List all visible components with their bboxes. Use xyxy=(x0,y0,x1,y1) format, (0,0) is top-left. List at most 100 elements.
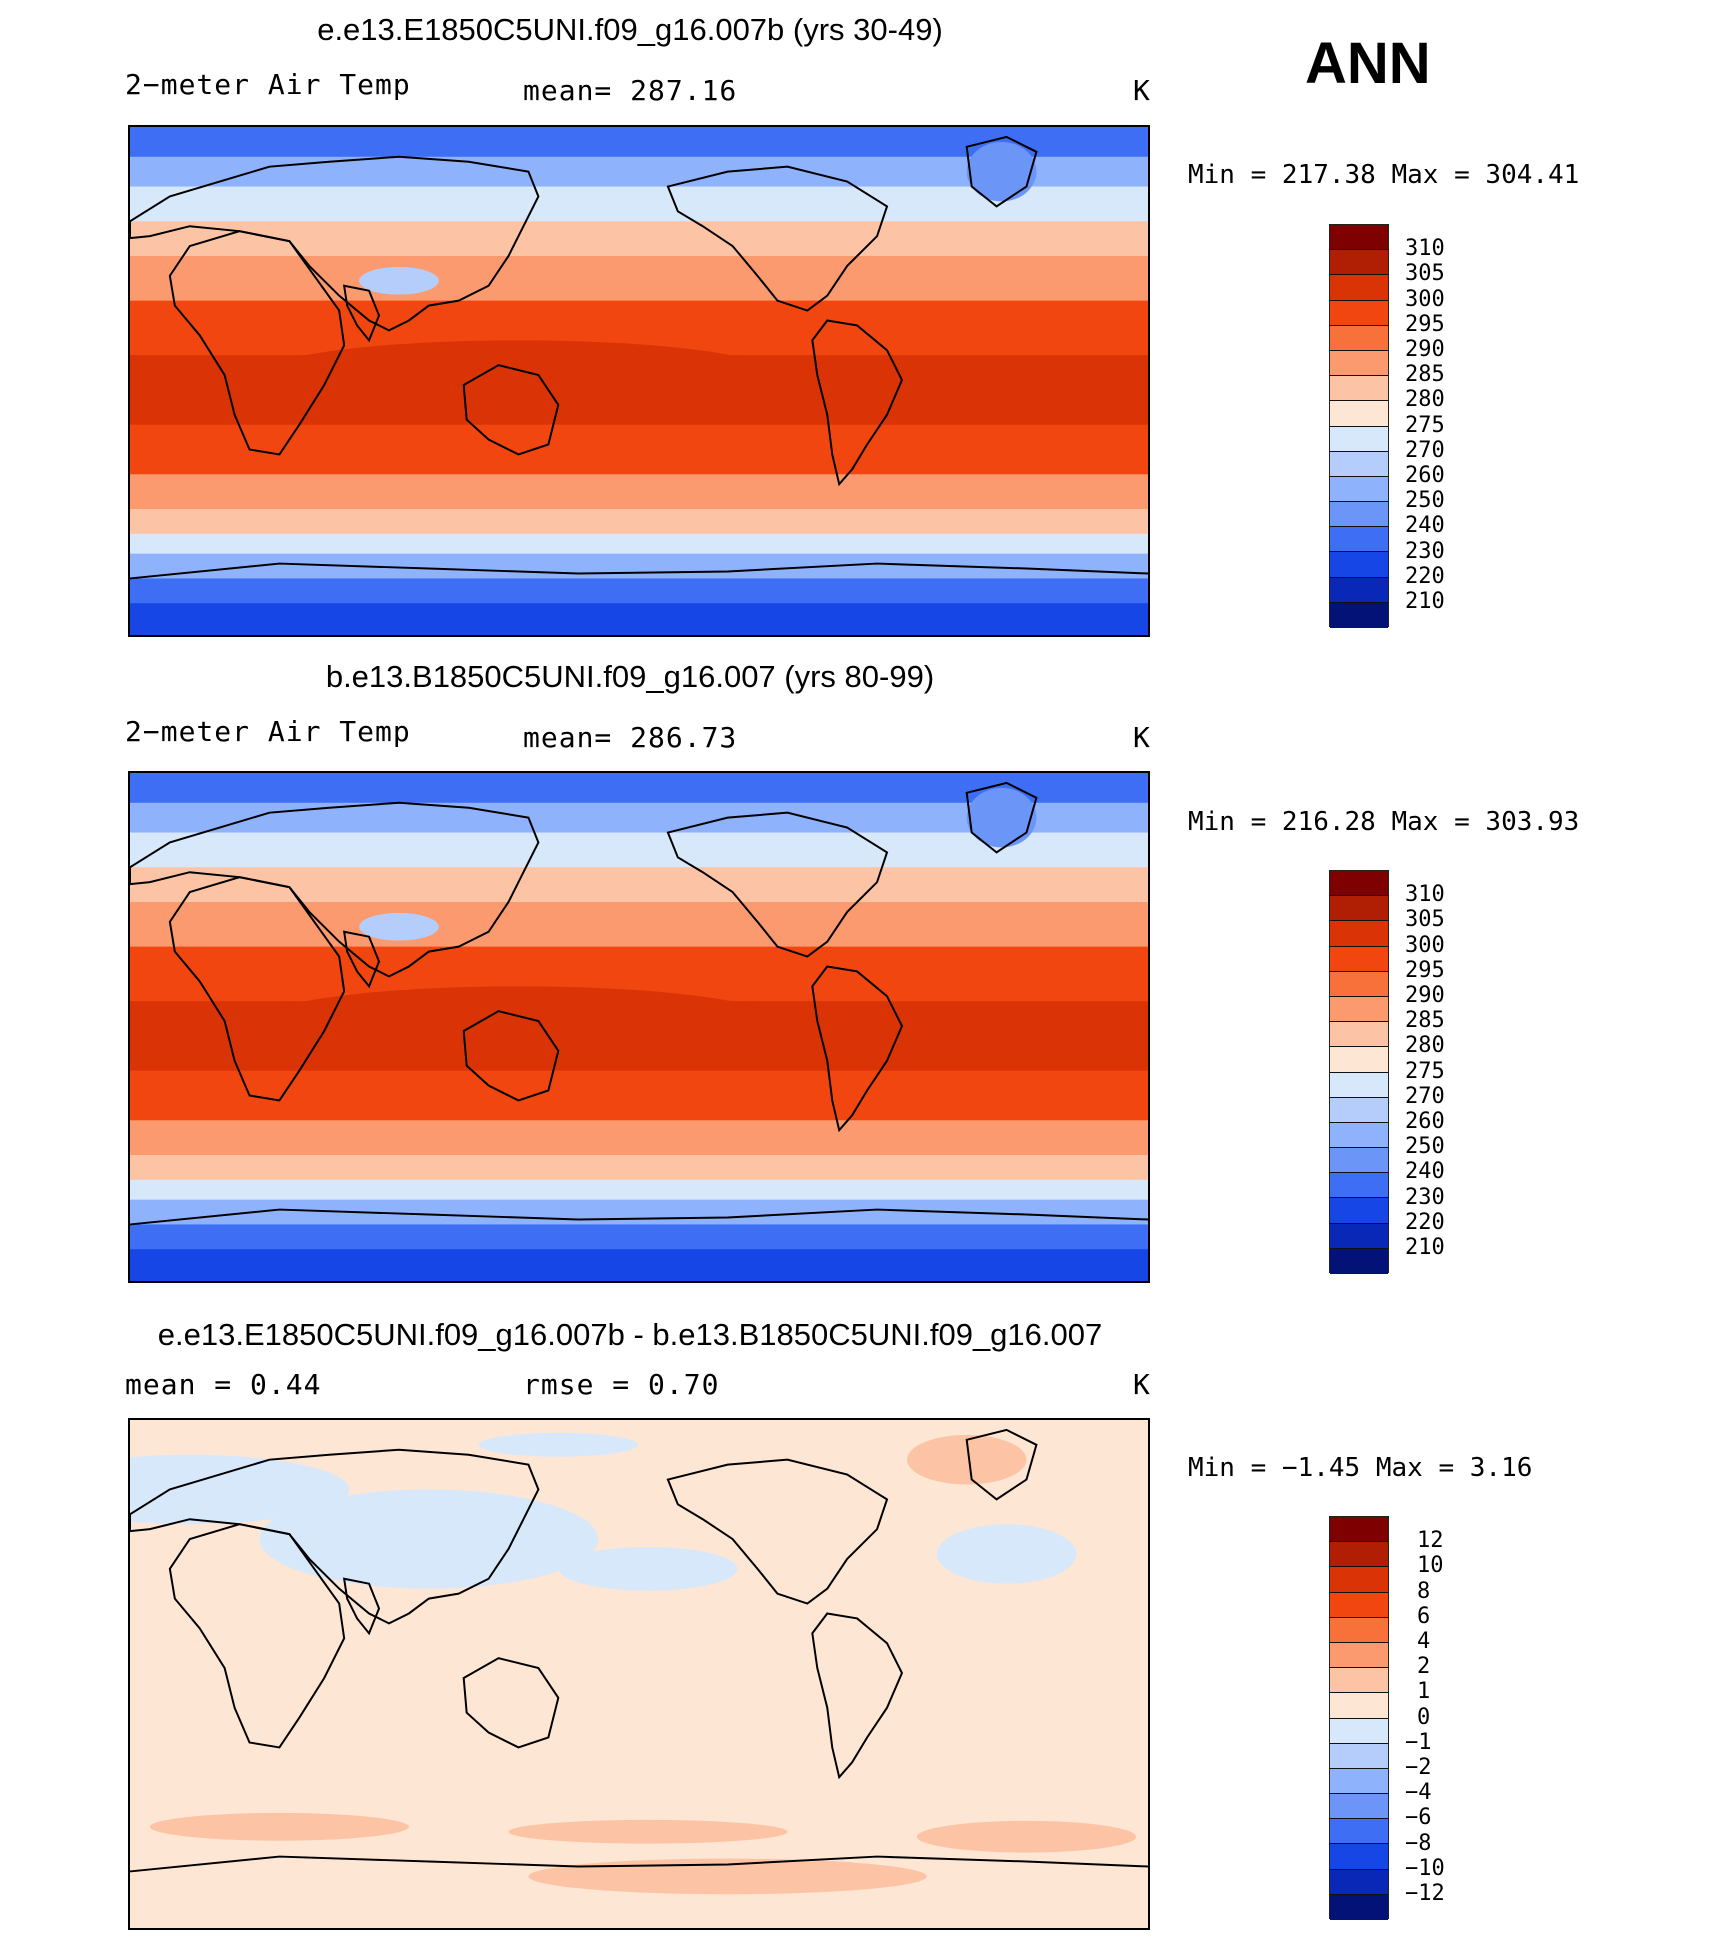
colorbar-tick-label: 240 xyxy=(1405,513,1445,539)
colorbar-segment xyxy=(1330,225,1388,251)
colorbar-segment xyxy=(1330,1198,1388,1224)
panel3-mean-label: mean = 0.44 xyxy=(125,1368,322,1401)
map-field-svg xyxy=(130,773,1148,1281)
colorbar-segment xyxy=(1330,527,1388,553)
colorbar-segment xyxy=(1330,946,1388,972)
panel3-title: e.e13.E1850C5UNI.f09_g16.007b - b.e13.B1… xyxy=(157,1317,1103,1352)
colorbar-tick-label: 210 xyxy=(1405,1235,1445,1260)
colorbar-segment xyxy=(1330,1768,1388,1795)
colorbar-tick-label: 210 xyxy=(1405,589,1445,614)
colorbar-tick-label: 280 xyxy=(1405,1033,1445,1059)
colorbar-tick-label: −12 xyxy=(1405,1881,1445,1906)
colorbar-tick-label: 240 xyxy=(1405,1159,1445,1185)
colorbar-segment xyxy=(1330,1592,1388,1618)
panel1-map xyxy=(128,125,1150,637)
colorbar-segment xyxy=(1330,602,1388,628)
panel2-title: b.e13.B1850C5UNI.f09_g16.007 (yrs 80-99) xyxy=(325,659,935,694)
colorbar-segment xyxy=(1330,300,1388,326)
colorbar-segment xyxy=(1330,1148,1388,1174)
colorbar-tick-label: 0 xyxy=(1417,1704,1431,1730)
colorbar-tick-label: −1 xyxy=(1405,1729,1432,1755)
colorbar-tick-label: 290 xyxy=(1405,983,1445,1008)
map-field-svg xyxy=(130,127,1148,635)
colorbar-segment xyxy=(1330,1047,1388,1073)
colorbar-segment xyxy=(1330,1173,1388,1199)
colorbar-segment xyxy=(1330,1869,1388,1895)
map-field-svg xyxy=(130,1420,1148,1928)
panel3-units-label: K xyxy=(1133,1368,1151,1401)
panel1-title: e.e13.E1850C5UNI.f09_g16.007b (yrs 30-49… xyxy=(317,12,943,47)
colorbar-segment xyxy=(1330,871,1388,897)
colorbar-segment xyxy=(1330,1844,1388,1870)
panel2-colorbar xyxy=(1329,870,1389,1274)
colorbar-tick-label: 270 xyxy=(1405,1083,1445,1109)
colorbar-segment xyxy=(1330,1743,1388,1769)
colorbar-segment xyxy=(1330,1223,1388,1249)
colorbar-segment xyxy=(1330,1894,1388,1920)
panel3-map xyxy=(128,1418,1150,1930)
colorbar-segment xyxy=(1330,577,1388,603)
panel1-units-label: K xyxy=(1133,74,1151,107)
panel1-variable-label: 2−meter Air Temp xyxy=(125,68,411,101)
colorbar-segment xyxy=(1330,1097,1388,1123)
colorbar-segment xyxy=(1330,896,1388,922)
colorbar-segment xyxy=(1330,1248,1388,1274)
colorbar-tick-label: 10 xyxy=(1417,1553,1444,1579)
colorbar-segment xyxy=(1330,401,1388,427)
colorbar-tick-label: 260 xyxy=(1405,463,1445,488)
colorbar-segment xyxy=(1330,350,1388,377)
colorbar-tick-label: 305 xyxy=(1405,261,1445,287)
colorbar-tick-label: −2 xyxy=(1405,1755,1432,1780)
colorbar-segment xyxy=(1330,1718,1388,1744)
colorbar-segment xyxy=(1330,376,1388,402)
colorbar-segment xyxy=(1330,1642,1388,1669)
colorbar-tick-label: 8 xyxy=(1417,1578,1431,1604)
colorbar-tick-label: 290 xyxy=(1405,337,1445,362)
colorbar-segment xyxy=(1330,502,1388,528)
colorbar-segment xyxy=(1330,1794,1388,1820)
panel3-colorbar xyxy=(1329,1516,1389,1920)
colorbar-tick-label: 295 xyxy=(1405,311,1445,337)
colorbar-tick-label: 220 xyxy=(1405,1209,1445,1235)
colorbar-segment xyxy=(1330,552,1388,578)
colorbar-segment xyxy=(1330,996,1388,1023)
colorbar-tick-label: −6 xyxy=(1405,1805,1432,1831)
colorbar-tick-label: 230 xyxy=(1405,1184,1445,1210)
colorbar-segment xyxy=(1330,1668,1388,1694)
colorbar-tick-label: 270 xyxy=(1405,437,1445,463)
colorbar-tick-label: 230 xyxy=(1405,538,1445,564)
colorbar-segment xyxy=(1330,1567,1388,1593)
colorbar-segment xyxy=(1330,1022,1388,1048)
colorbar-segment xyxy=(1330,325,1388,351)
colorbar-tick-label: 280 xyxy=(1405,387,1445,413)
colorbar-tick-label: 250 xyxy=(1405,1134,1445,1160)
panel2-minmax: Min = 216.28 Max = 303.93 xyxy=(1188,807,1580,837)
colorbar-segment xyxy=(1330,1693,1388,1719)
panel1-mean-label: mean= 287.16 xyxy=(523,74,738,107)
colorbar-segment xyxy=(1330,250,1388,276)
colorbar-tick-label: 250 xyxy=(1405,488,1445,514)
panel1-colorbar xyxy=(1329,224,1389,628)
colorbar-segment xyxy=(1330,971,1388,997)
panel3-minmax: Min = −1.45 Max = 3.16 xyxy=(1188,1453,1533,1483)
panel2-variable-label: 2−meter Air Temp xyxy=(125,715,411,748)
colorbar-tick-label: 12 xyxy=(1417,1528,1444,1554)
colorbar-segment xyxy=(1330,275,1388,301)
colorbar-tick-label: 285 xyxy=(1405,1008,1445,1034)
colorbar-tick-label: −4 xyxy=(1405,1780,1432,1806)
colorbar-tick-label: 275 xyxy=(1405,412,1445,438)
colorbar-tick-label: 220 xyxy=(1405,563,1445,589)
colorbar-segment xyxy=(1330,1122,1388,1149)
colorbar-tick-label: −10 xyxy=(1405,1855,1445,1881)
colorbar-tick-label: 2 xyxy=(1417,1654,1431,1680)
colorbar-tick-label: 300 xyxy=(1405,932,1445,958)
colorbar-tick-label: 1 xyxy=(1417,1679,1431,1705)
colorbar-segment xyxy=(1330,1072,1388,1098)
colorbar-tick-label: 4 xyxy=(1417,1629,1431,1654)
colorbar-tick-label: 305 xyxy=(1405,907,1445,933)
colorbar-segment xyxy=(1330,476,1388,503)
colorbar-tick-label: 285 xyxy=(1405,362,1445,388)
colorbar-tick-label: 275 xyxy=(1405,1058,1445,1084)
season-label: ANN xyxy=(1305,31,1431,96)
panel2-units-label: K xyxy=(1133,721,1151,754)
